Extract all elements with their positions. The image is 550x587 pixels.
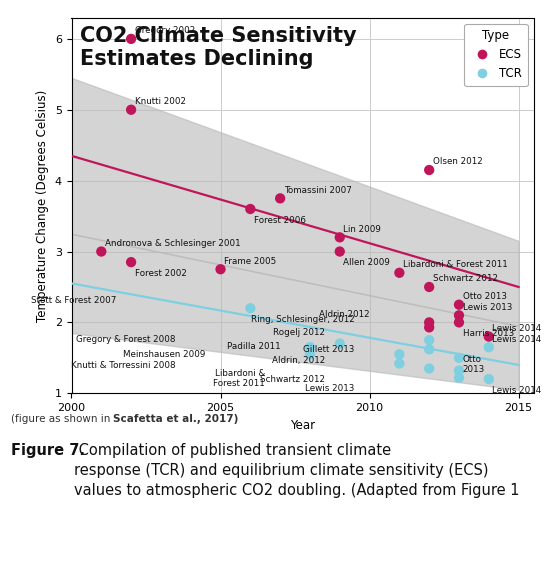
Text: Knutti & Torressini 2008: Knutti & Torressini 2008 (71, 361, 176, 370)
Text: Aldrin 2012: Aldrin 2012 (319, 310, 370, 319)
Point (425, 282, 433, 292)
Text: Compilation of published transient climate
response (TCR) and equilibrium climat: Compilation of published transient clima… (74, 443, 520, 498)
Text: Scafetta et al., 2017): Scafetta et al., 2017) (113, 414, 238, 424)
Point (216, 265, 225, 274)
Text: Forest 2006: Forest 2006 (254, 215, 306, 225)
Text: Knutti 2002: Knutti 2002 (135, 97, 186, 106)
Point (455, 300, 464, 309)
Text: Otto
2013: Otto 2013 (463, 355, 485, 374)
Point (485, 375, 493, 384)
Text: Lewis 2014: Lewis 2014 (492, 324, 542, 333)
Point (425, 318, 433, 327)
Point (126, 105, 135, 114)
Text: Padilla 2011: Padilla 2011 (227, 342, 280, 351)
Text: Forest 2002: Forest 2002 (135, 269, 186, 278)
Point (395, 359, 404, 368)
Point (126, 34, 135, 43)
Text: Rogelj 2012: Rogelj 2012 (273, 328, 325, 336)
Text: Schwartz 2012: Schwartz 2012 (433, 274, 498, 284)
Point (485, 332, 493, 341)
Point (126, 258, 135, 267)
Text: Figure 7.: Figure 7. (11, 443, 85, 458)
Point (425, 345, 433, 354)
Text: Lin 2009: Lin 2009 (343, 225, 381, 234)
X-axis label: Year: Year (290, 419, 315, 431)
Text: CO2 Climate Sensitivity
Estimates Declining: CO2 Climate Sensitivity Estimates Declin… (80, 26, 357, 69)
Point (395, 268, 404, 278)
Point (485, 343, 493, 352)
Text: Otto 2013: Otto 2013 (463, 292, 507, 301)
Point (246, 204, 255, 214)
Text: Ring, Schlesinger, 2012: Ring, Schlesinger, 2012 (251, 315, 355, 324)
Point (455, 366, 464, 375)
Text: Harris 2013: Harris 2013 (463, 329, 514, 338)
Text: Gregory 2002: Gregory 2002 (135, 26, 195, 35)
Point (246, 303, 255, 313)
Text: Lewis 2014: Lewis 2014 (492, 335, 542, 343)
Text: Libardoni &
Forest 2011: Libardoni & Forest 2011 (213, 369, 265, 389)
Text: Lewis 2014: Lewis 2014 (492, 386, 542, 394)
Text: Schwartz 2012: Schwartz 2012 (260, 375, 325, 384)
Point (455, 373, 464, 382)
Text: Allen 2009: Allen 2009 (343, 258, 390, 267)
Point (455, 311, 464, 320)
Point (455, 318, 464, 327)
Point (97, 247, 106, 256)
Text: (figure as shown in: (figure as shown in (11, 414, 114, 424)
Point (425, 323, 433, 332)
Point (425, 335, 433, 345)
Text: Frame 2005: Frame 2005 (224, 257, 276, 266)
Text: Andronova & Schlesinger 2001: Andronova & Schlesinger 2001 (105, 239, 240, 248)
Point (395, 350, 404, 359)
Text: Tomassini 2007: Tomassini 2007 (284, 186, 351, 195)
Legend: ECS, TCR: ECS, TCR (464, 23, 527, 86)
Text: Libardoni & Forest 2011: Libardoni & Forest 2011 (403, 260, 508, 269)
Point (336, 339, 344, 348)
Text: Gillett 2013: Gillett 2013 (303, 345, 355, 355)
Text: Stott & Forest 2007: Stott & Forest 2007 (31, 296, 116, 305)
Point (336, 247, 344, 256)
Point (276, 194, 284, 203)
Point (306, 343, 315, 352)
Text: Lewis 2013: Lewis 2013 (463, 303, 512, 312)
Point (336, 232, 344, 242)
Text: Aldrin, 2012: Aldrin, 2012 (272, 356, 325, 365)
Text: Olsen 2012: Olsen 2012 (433, 157, 482, 167)
Text: Meinshausen 2009: Meinshausen 2009 (123, 350, 206, 359)
Text: Lewis 2013: Lewis 2013 (305, 384, 355, 393)
Point (306, 350, 315, 359)
Text: Gregory & Forest 2008: Gregory & Forest 2008 (76, 335, 176, 343)
Point (425, 364, 433, 373)
Y-axis label: Temperature Change (Degrees Celsius): Temperature Change (Degrees Celsius) (36, 89, 49, 322)
Point (455, 353, 464, 363)
Point (425, 166, 433, 175)
